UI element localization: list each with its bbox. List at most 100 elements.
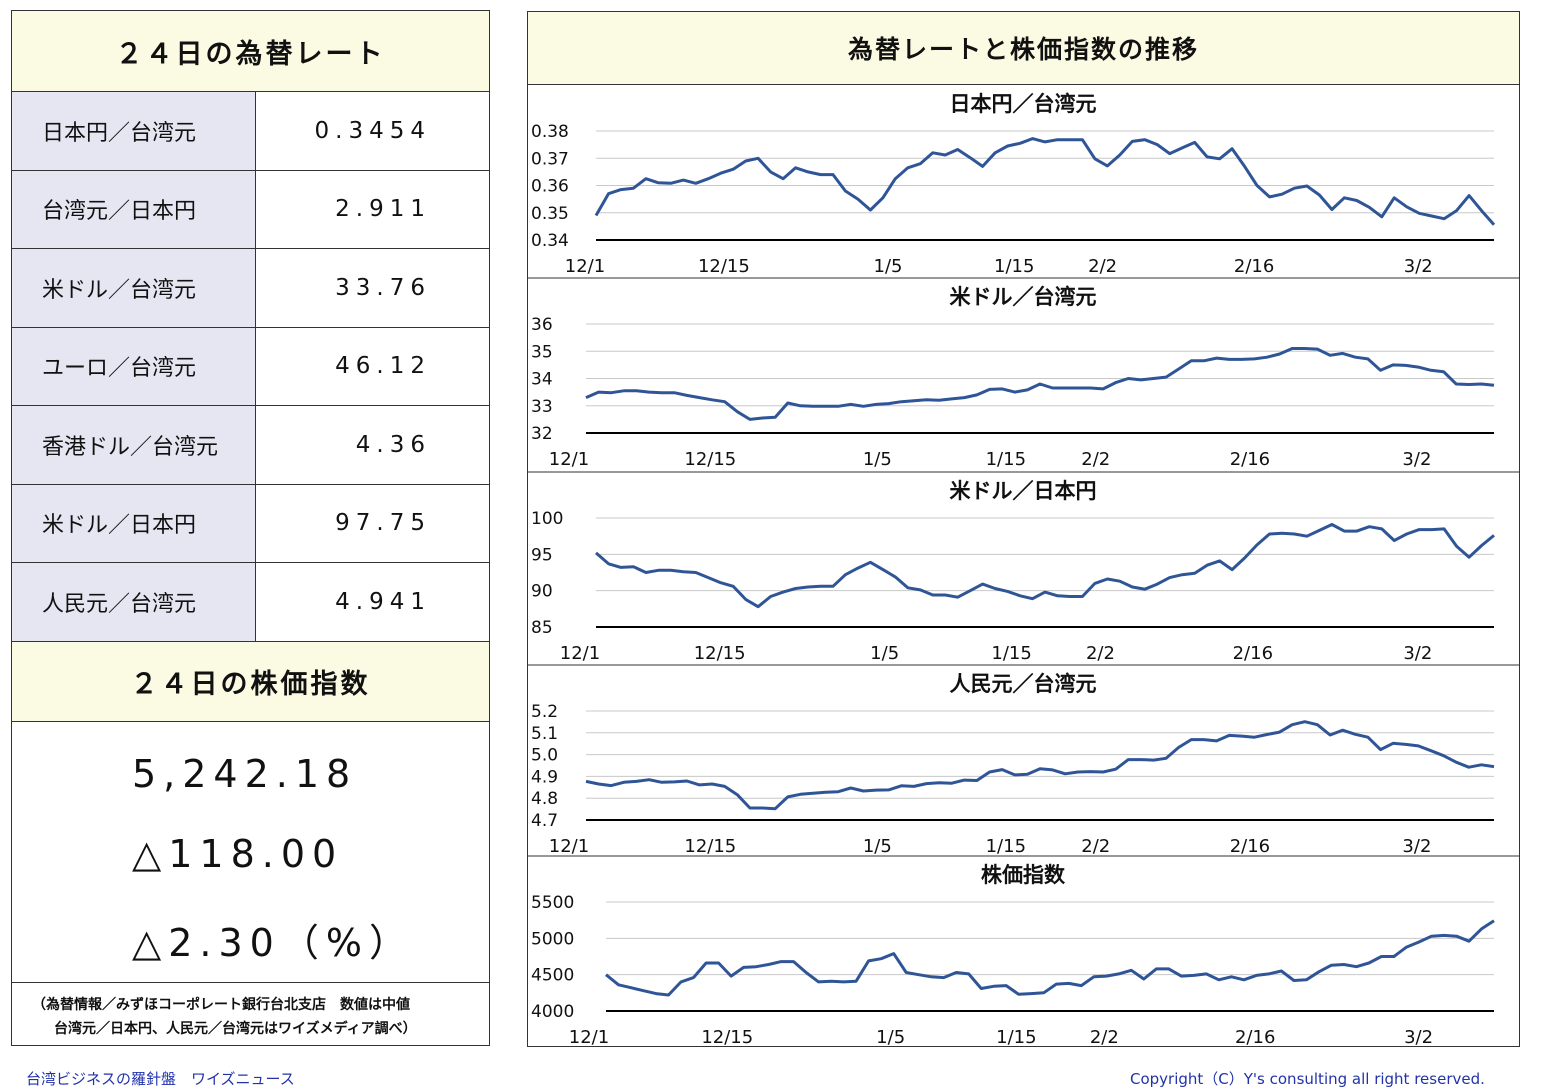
- y-tick-label: 0.38: [531, 122, 569, 142]
- x-tick-label: 2/16: [1230, 836, 1270, 857]
- x-tick-label: 12/1: [560, 643, 600, 664]
- rate-row: 日本円／台湾元 0.3454: [12, 92, 489, 171]
- chart-panel-title: 為替レートと株価指数の推移: [528, 12, 1519, 85]
- series-line: [605, 919, 1495, 997]
- x-tick-label: 12/1: [549, 836, 589, 857]
- rates-title: ２４日の為替レート: [12, 11, 489, 92]
- y-tick-label: 5.1: [531, 724, 558, 744]
- x-tick-label: 3/2: [1402, 449, 1431, 470]
- x-tick-label: 2/2: [1081, 449, 1110, 470]
- y-tick-label: 100: [531, 509, 563, 529]
- rate-value: 4.36: [355, 431, 431, 458]
- x-tick-label: 1/5: [863, 449, 892, 470]
- x-tick-label: 2/2: [1090, 1027, 1119, 1047]
- stock-change: △118.00: [132, 831, 344, 876]
- x-tick-label: 12/15: [698, 256, 750, 277]
- x-tick-label: 2/2: [1081, 836, 1110, 857]
- note-line-2: 台湾元／日本円、人民元／台湾元はワイズメディア調べ）: [54, 1020, 417, 1037]
- rate-value: 46.12: [335, 353, 431, 380]
- chart-title: 人民元／台湾元: [950, 672, 1097, 696]
- y-tick-label: 35: [531, 342, 553, 362]
- y-tick-label: 0.36: [531, 177, 569, 197]
- x-tick-label: 12/1: [569, 1027, 609, 1047]
- y-tick-label: 5.2: [531, 702, 558, 722]
- x-tick-label: 1/15: [986, 449, 1026, 470]
- rate-row: 台湾元／日本円 2.911: [12, 170, 489, 249]
- rate-name: 香港ドル／台湾元: [12, 406, 256, 484]
- y-tick-label: 4000: [531, 1002, 574, 1022]
- rate-name: 台湾元／日本円: [12, 170, 256, 248]
- rate-row: 米ドル／日本円 97.75: [12, 484, 489, 563]
- x-tick-label: 1/5: [870, 643, 899, 664]
- x-tick-label: 2/2: [1088, 256, 1117, 277]
- stock-box: 5,242.18 △118.00 △2.30（%）: [12, 722, 489, 983]
- y-tick-label: 5000: [531, 929, 574, 949]
- x-tick-label: 1/15: [986, 836, 1026, 857]
- x-tick-label: 1/5: [874, 256, 903, 277]
- x-tick-label: 3/2: [1403, 643, 1432, 664]
- series-line: [595, 523, 1495, 609]
- x-tick-label: 2/2: [1086, 643, 1115, 664]
- rate-value: 0.3454: [314, 117, 431, 144]
- rate-name: 日本円／台湾元: [12, 92, 256, 170]
- rate-name: 人民元／台湾元: [12, 563, 256, 641]
- footer-copyright: Copyright（C）Y's consulting all right res…: [1130, 1070, 1485, 1088]
- x-tick-label: 1/15: [996, 1027, 1036, 1047]
- rate-row: 香港ドル／台湾元 4.36: [12, 406, 489, 485]
- rate-value: 2.911: [335, 196, 431, 223]
- x-tick-label: 2/16: [1234, 256, 1274, 277]
- x-tick-label: 1/15: [994, 256, 1034, 277]
- stock-title: ２４日の株価指数: [12, 641, 489, 722]
- y-tick-label: 85: [531, 618, 553, 638]
- x-tick-label: 3/2: [1404, 1027, 1433, 1047]
- y-tick-label: 4.7: [531, 811, 558, 831]
- y-tick-label: 90: [531, 582, 553, 602]
- y-tick-label: 32: [531, 424, 553, 444]
- rate-value: 4.941: [335, 588, 431, 615]
- y-tick-label: 4500: [531, 966, 574, 986]
- rate-name: 米ドル／日本円: [12, 484, 256, 562]
- rate-row: 米ドル／台湾元 33.76: [12, 249, 489, 328]
- source-note: （為替情報／みずほコーポレート銀行台北支店 数値は中値 台湾元／日本円、人民元／…: [12, 983, 489, 1041]
- chart-title: 株価指数: [981, 863, 1066, 887]
- x-tick-label: 2/16: [1230, 449, 1270, 470]
- rate-table: 日本円／台湾元 0.3454 台湾元／日本円 2.911 米ドル／台湾元 33.76 ユーロ…: [12, 92, 489, 642]
- charts-svg: 日本円／台湾元 0.38 0.37 0.36 0.35 0.34 12/1 12/15 1/5 1…: [528, 92, 1519, 1047]
- y-tick-label: 0.37: [531, 149, 569, 169]
- y-tick-label: 4.9: [531, 767, 558, 787]
- chart-title: 米ドル／台湾元: [950, 285, 1097, 309]
- footer-site-name: 台湾ビジネスの羅針盤 ワイズニュース: [26, 1070, 295, 1088]
- y-tick-label: 0.34: [531, 231, 569, 251]
- stock-percent: △2.30（%）: [132, 920, 414, 965]
- rate-name: ユーロ／台湾元: [12, 327, 256, 405]
- y-tick-label: 33: [531, 397, 553, 417]
- x-tick-label: 3/2: [1404, 256, 1433, 277]
- left-panel: ２４日の為替レート 日本円／台湾元 0.3454 台湾元／日本円 2.911 米ドル／台…: [11, 10, 490, 1046]
- note-line-1: （為替情報／みずほコーポレート銀行台北支店 数値は中値: [32, 996, 410, 1013]
- series-line: [585, 347, 1495, 421]
- rate-value: 33.76: [335, 274, 431, 301]
- y-tick-label: 34: [531, 370, 553, 390]
- x-tick-label: 12/15: [684, 449, 736, 470]
- x-tick-label: 1/5: [863, 836, 892, 857]
- x-tick-label: 12/1: [549, 449, 589, 470]
- x-tick-label: 12/15: [701, 1027, 753, 1047]
- stock-value: 5,242.18: [132, 751, 358, 796]
- x-tick-label: 12/1: [565, 256, 605, 277]
- x-tick-label: 12/15: [684, 836, 736, 857]
- y-tick-label: 0.35: [531, 204, 569, 224]
- chart-title: 日本円／台湾元: [950, 92, 1097, 116]
- rate-value: 97.75: [335, 510, 431, 537]
- x-tick-label: 1/15: [991, 643, 1031, 664]
- x-tick-label: 2/16: [1235, 1027, 1275, 1047]
- series-line: [585, 720, 1495, 811]
- y-tick-label: 4.8: [531, 789, 558, 809]
- x-tick-label: 3/2: [1402, 836, 1431, 857]
- y-tick-label: 5500: [531, 893, 574, 913]
- chart-panel: 為替レートと株価指数の推移 日本円／台湾元 0.38 0.37 0.36 0.35 0.3…: [527, 11, 1520, 1047]
- rate-row: 人民元／台湾元 4.941: [12, 563, 489, 642]
- x-tick-label: 12/15: [694, 643, 746, 664]
- x-tick-label: 2/16: [1233, 643, 1273, 664]
- rate-name: 米ドル／台湾元: [12, 249, 256, 327]
- y-tick-label: 5.0: [531, 746, 558, 766]
